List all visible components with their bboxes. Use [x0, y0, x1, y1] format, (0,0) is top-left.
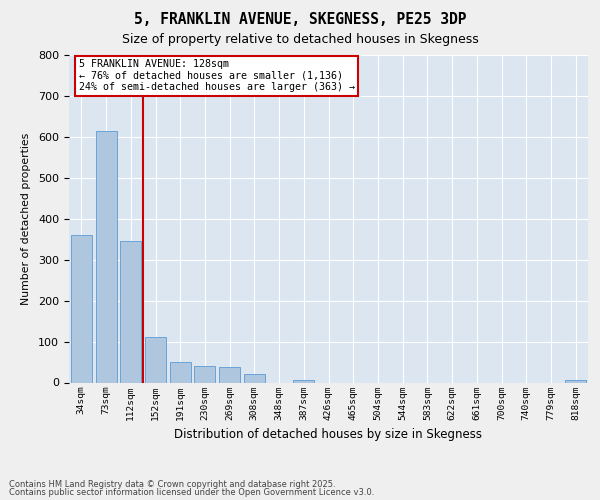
Bar — [244, 374, 265, 382]
Text: 5, FRANKLIN AVENUE, SKEGNESS, PE25 3DP: 5, FRANKLIN AVENUE, SKEGNESS, PE25 3DP — [134, 12, 466, 28]
Bar — [293, 380, 314, 382]
Bar — [71, 235, 92, 382]
X-axis label: Distribution of detached houses by size in Skegness: Distribution of detached houses by size … — [175, 428, 482, 441]
Bar — [219, 368, 240, 382]
Text: Contains public sector information licensed under the Open Government Licence v3: Contains public sector information licen… — [9, 488, 374, 497]
Bar — [194, 366, 215, 382]
Bar — [170, 362, 191, 382]
Text: 5 FRANKLIN AVENUE: 128sqm
← 76% of detached houses are smaller (1,136)
24% of se: 5 FRANKLIN AVENUE: 128sqm ← 76% of detac… — [79, 59, 355, 92]
Bar — [95, 130, 116, 382]
Text: Size of property relative to detached houses in Skegness: Size of property relative to detached ho… — [122, 32, 478, 46]
Y-axis label: Number of detached properties: Number of detached properties — [21, 132, 31, 305]
Bar — [565, 380, 586, 382]
Text: Contains HM Land Registry data © Crown copyright and database right 2025.: Contains HM Land Registry data © Crown c… — [9, 480, 335, 489]
Bar — [120, 242, 141, 382]
Bar — [145, 338, 166, 382]
